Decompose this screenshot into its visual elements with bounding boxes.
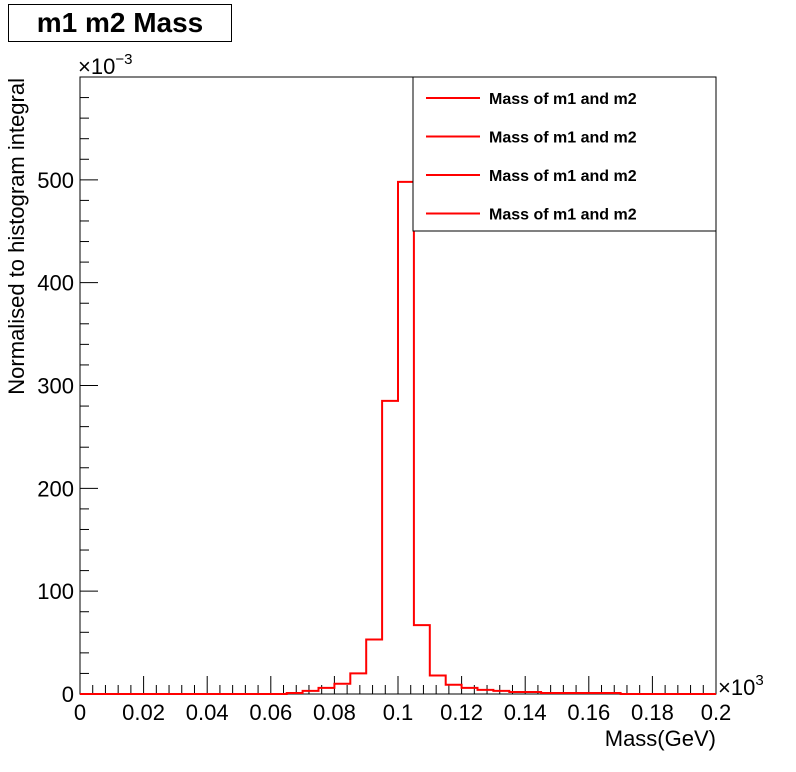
y-axis-label: Normalised to histogram integral [4, 78, 29, 395]
y-tick-label: 400 [37, 271, 74, 296]
x-tick-label: 0.04 [186, 700, 229, 725]
histogram-line [80, 180, 716, 695]
x-tick-label: 0.02 [122, 700, 165, 725]
chart-title-box: m1 m2 Mass [8, 4, 232, 42]
x-tick-label: 0.18 [631, 700, 674, 725]
y-tick-label: 100 [37, 579, 74, 604]
chart-title: m1 m2 Mass [36, 7, 204, 38]
histogram-bin [382, 401, 398, 694]
legend: Mass of m1 and m2 Mass of m1 and m2 Mass o… [412, 76, 717, 232]
y-tick-label: 200 [37, 476, 74, 501]
x-tick-label: 0.06 [249, 700, 292, 725]
histogram-bin [334, 684, 350, 694]
x-axis-multiplier: ×103 [718, 672, 764, 700]
histogram-bin [446, 685, 462, 694]
y-tick-label: 300 [37, 374, 74, 399]
x-tick-label: 0.16 [567, 700, 610, 725]
y-axis-multiplier: ×10−3 [78, 51, 132, 79]
x-tick-label: 0 [74, 700, 86, 725]
x-tick-label: 0.1 [383, 700, 414, 725]
y-tick-label: 500 [37, 168, 74, 193]
y-tick-label: 0 [62, 682, 74, 707]
legend-entry-label: Mass of m1 and m2 [489, 91, 637, 108]
x-tick-label: 0.2 [701, 700, 732, 725]
histogram-bin [430, 675, 446, 694]
legend-entry-label: Mass of m1 and m2 [489, 130, 637, 147]
legend-box [412, 76, 717, 232]
x-tick-label: 0.14 [504, 700, 547, 725]
legend-entry-label: Mass of m1 and m2 [489, 168, 637, 185]
x-axis-label: Mass(GeV) [605, 726, 716, 751]
x-tick-label: 0.08 [313, 700, 356, 725]
histogram-bin [414, 625, 430, 694]
histogram-bin [398, 182, 414, 694]
histogram-bin [366, 639, 382, 694]
x-tick-label: 0.12 [440, 700, 483, 725]
legend-entry-label: Mass of m1 and m2 [489, 207, 637, 224]
histogram-bin [350, 673, 366, 694]
